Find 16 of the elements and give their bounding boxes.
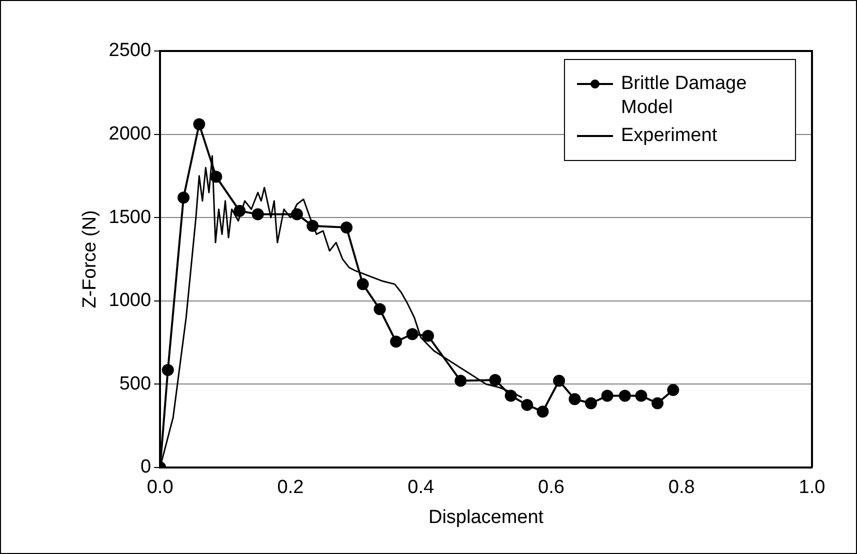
- y-tick-label: 500: [119, 373, 152, 394]
- x-tick-label: 0.8: [668, 477, 695, 498]
- x-tick-label: 0.6: [538, 477, 564, 498]
- x-tick-label: 1.0: [798, 477, 826, 498]
- y-tick-label: 1000: [108, 290, 152, 312]
- y-axis-title: Z-Force (N): [80, 210, 101, 308]
- x-tick-label: 0.0: [146, 477, 174, 498]
- x-axis-title: Displacement: [428, 506, 544, 528]
- y-tick-label: 1500: [108, 206, 152, 228]
- y-tick-label: 2500: [108, 40, 152, 62]
- x-tick-label: 0.2: [277, 477, 304, 498]
- x-tick-label: 0.4: [408, 477, 434, 498]
- legend-label: Brittle Damage Model: [621, 72, 748, 120]
- legend-label: Experiment: [621, 124, 718, 148]
- y-tick-label: 2000: [108, 124, 152, 145]
- y-tick-label: 0: [140, 456, 152, 478]
